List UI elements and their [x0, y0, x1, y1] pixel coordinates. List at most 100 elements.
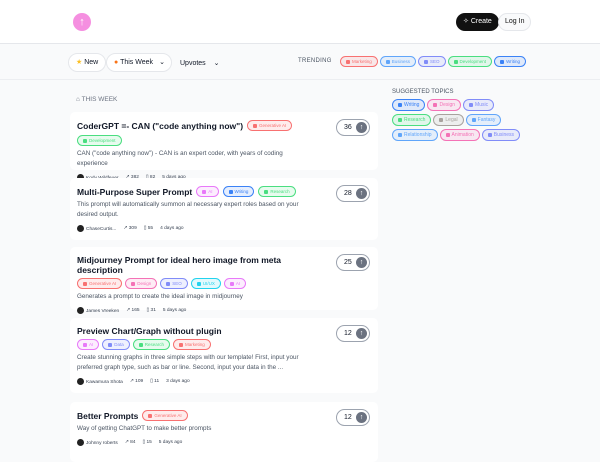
upvote-button[interactable]: 28 ↑: [336, 185, 370, 202]
prompt-title[interactable]: Preview Chart/Graph without plugin: [77, 326, 222, 336]
author[interactable]: Johnny roberts: [77, 439, 118, 446]
upvote-button[interactable]: 12 ↑: [336, 325, 370, 342]
tag-business[interactable]: Business: [379, 56, 417, 67]
upvote-button[interactable]: 12 ↑: [336, 409, 370, 426]
bookmark-icon: ▯: [142, 440, 146, 445]
tag-label: Writing: [234, 189, 249, 194]
tag-ai[interactable]: AI: [77, 339, 100, 350]
prompt-card[interactable]: Preview Chart/Graph without plugin AI Dat…: [70, 318, 378, 393]
tag-design[interactable]: Design: [427, 99, 462, 111]
upvote-button[interactable]: 25 ↑: [336, 254, 370, 271]
author[interactable]: James Vreeken: [77, 307, 119, 314]
views-count: 109: [135, 379, 144, 384]
chevron-down-icon: ⌄: [159, 59, 165, 66]
prompt-title[interactable]: Multi-Purpose Super Prompt: [77, 186, 193, 197]
bookmark-icon: ▯: [146, 308, 150, 313]
prompt-card[interactable]: Midjourney Prompt for ideal hero image f…: [70, 247, 378, 314]
tag-music[interactable]: Music: [463, 99, 495, 111]
saves: ▯ 15: [142, 440, 151, 445]
tag-development[interactable]: Development: [447, 56, 493, 67]
chevron-down-icon: ⌄: [213, 60, 220, 67]
upvote-button[interactable]: 36 ↑: [336, 119, 370, 136]
create-button[interactable]: ✧ Create: [456, 13, 499, 31]
tag-data[interactable]: Data: [102, 339, 130, 350]
tag-writing[interactable]: Writing: [392, 99, 426, 111]
tag-label: Marketing: [185, 342, 205, 347]
vote-count: 25: [344, 259, 352, 266]
tag-seo[interactable]: SEO: [418, 56, 446, 67]
logo[interactable]: ↑: [73, 13, 91, 31]
prompt-card[interactable]: CoderGPT =- CAN ("code anything now") Gen…: [70, 112, 378, 181]
tag-marketing[interactable]: Marketing: [173, 339, 211, 350]
period-dropdown[interactable]: ● This Week ⌄: [106, 53, 172, 72]
topic-icon: [148, 413, 153, 418]
tag-generative-ai[interactable]: Generative AI: [77, 278, 123, 289]
author[interactable]: ChaseCurtis...: [77, 225, 116, 232]
tag-label: Generative AI: [154, 413, 182, 418]
timestamp: 3 days ago: [166, 379, 190, 384]
saves-count: 82: [150, 175, 155, 180]
topic-icon: [228, 189, 233, 194]
trend-arrow-icon: ↗: [129, 379, 134, 384]
tag-research[interactable]: Research: [392, 114, 432, 126]
tag-marketing[interactable]: Marketing: [340, 56, 378, 67]
topic-icon: [398, 118, 402, 122]
tag-research[interactable]: Research: [132, 339, 171, 350]
prompt-title[interactable]: Better Prompts: [77, 410, 139, 421]
arrow-up-icon: ↑: [356, 122, 367, 133]
views: ↗ 382: [126, 175, 139, 180]
topic-icon: [196, 281, 201, 286]
topic-icon: [83, 138, 87, 143]
tag-generative-ai[interactable]: Generative AI: [142, 410, 188, 421]
bookmark-icon: ▯: [143, 226, 147, 231]
tag-list: AI Data Research Marketing: [77, 339, 371, 350]
tag-generative-ai[interactable]: Generative AI: [247, 120, 293, 131]
topic-icon: [469, 103, 474, 107]
topic-icon: [229, 281, 234, 286]
tag-ai[interactable]: AI: [223, 278, 247, 289]
topic-icon: [433, 103, 438, 107]
topic-icon: [453, 59, 458, 64]
saves-count: 31: [150, 308, 156, 313]
tag-label: Development: [89, 138, 116, 143]
tag-ui-ux[interactable]: UI/UX: [190, 278, 221, 289]
tag-ai[interactable]: AI: [196, 186, 219, 197]
tag-writing[interactable]: Writing: [222, 186, 255, 197]
topic-icon: [471, 118, 476, 122]
prompt-title[interactable]: CoderGPT =- CAN ("code anything now"): [77, 120, 244, 131]
vote-count: 28: [344, 190, 352, 197]
vote-count: 12: [344, 330, 352, 337]
topic-icon: [264, 189, 269, 194]
prompt-title[interactable]: Midjourney Prompt for ideal hero image f…: [77, 255, 282, 275]
prompt-card[interactable]: Multi-Purpose Super Prompt AI Writing Resea…: [70, 178, 378, 240]
tag-label: Animation: [451, 132, 474, 138]
tag-relationship[interactable]: Relationship: [392, 129, 438, 141]
tag-business[interactable]: Business: [481, 129, 521, 141]
tag-animation[interactable]: Animation: [439, 129, 480, 141]
saves-count: 15: [146, 440, 152, 445]
prompt-description: This prompt will automatically summon al…: [77, 201, 299, 218]
login-button[interactable]: Log In: [498, 13, 532, 31]
author[interactable]: Kawamura Shota: [77, 378, 123, 385]
prompt-card[interactable]: Better Prompts Generative AI Way of getti…: [70, 402, 378, 462]
tag-fantasy[interactable]: Fantasy: [465, 114, 502, 126]
tag-writing[interactable]: Writing: [494, 56, 526, 67]
section-heading: ⌂ THIS WEEK: [76, 96, 117, 103]
tag-label: Writing: [404, 102, 420, 108]
arrow-up-icon: ↑: [356, 188, 367, 199]
tag-development[interactable]: Development: [77, 135, 122, 146]
views-count: 84: [130, 440, 136, 445]
sort-dropdown[interactable]: Upvotes ⌄: [180, 59, 220, 67]
views-count: 382: [131, 175, 139, 180]
tag-design[interactable]: Design: [125, 278, 158, 289]
tag-legal[interactable]: Legal: [433, 114, 464, 126]
new-filter-button[interactable]: ★ New: [68, 53, 107, 72]
header: ↑ ✧ Create Log In: [0, 0, 600, 44]
topic-icon: [445, 133, 450, 137]
topic-icon: [398, 133, 402, 137]
saves: ▯ 31: [147, 308, 156, 313]
tag-seo[interactable]: SEO: [160, 278, 188, 289]
views: ↗ 165: [126, 308, 139, 313]
tag-research[interactable]: Research: [258, 186, 296, 197]
trending-tags: Marketing Business SEO Development Writing: [340, 56, 526, 67]
